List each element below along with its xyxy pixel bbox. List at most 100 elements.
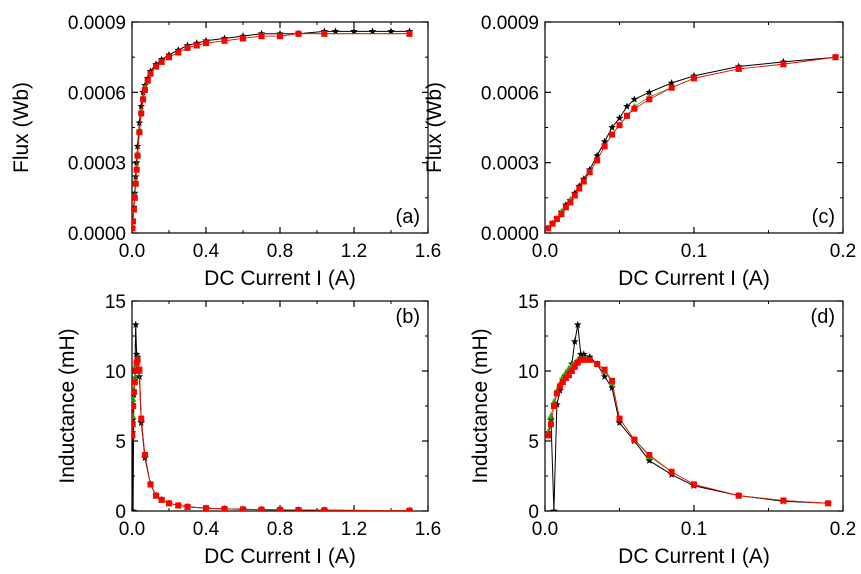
data-point-star [579, 350, 588, 358]
data-point-square [594, 361, 601, 367]
data-point-square [141, 452, 148, 458]
data-point-square [550, 403, 557, 409]
y-axis-title: Inductance (mH) [469, 328, 492, 483]
data-point-square [138, 110, 145, 117]
y-tick-label: 15 [105, 292, 126, 313]
x-tick-label: 0.1 [681, 519, 707, 540]
data-point-square [631, 436, 638, 443]
data-point-square [153, 492, 160, 499]
x-axis-title: DC Current I (A) [618, 267, 770, 290]
data-point-square [184, 503, 191, 510]
series-line [547, 56, 836, 229]
panel-label: (a) [396, 206, 420, 228]
data-point-square [549, 220, 556, 227]
data-point-square [780, 497, 787, 504]
data-point-star [608, 383, 616, 392]
data-point-square [295, 507, 302, 511]
data-point-square [153, 63, 160, 70]
data-point-square [140, 96, 147, 103]
data-point-star [368, 27, 377, 35]
data-point-square [580, 178, 587, 185]
data-point-square [406, 507, 413, 511]
data-point-square [240, 35, 246, 42]
data-point-triangle [547, 412, 555, 419]
data-point-square [132, 194, 138, 201]
data-point-square [556, 383, 563, 390]
data-point-square [277, 33, 283, 40]
series-line [132, 357, 410, 511]
series-line [132, 358, 410, 511]
data-point-square [691, 75, 697, 82]
data-point-square [203, 505, 209, 511]
y-tick-label: 0.0003 [481, 154, 539, 175]
plot-frame [131, 300, 429, 512]
y-tick-label: 5 [528, 432, 539, 453]
series-triangle [545, 354, 832, 507]
y-tick-label: 10 [518, 362, 539, 383]
data-point-square [138, 415, 145, 422]
y-tick-label: 0.0009 [481, 13, 539, 34]
data-point-square [780, 61, 787, 68]
panel-d-inductance-chart: 0.0 0.1 0.2 0 5 10 15 DC Current I (A) Inductanc… [469, 292, 856, 568]
y-tick-label: 0.0006 [481, 83, 539, 104]
data-point-square [132, 218, 136, 225]
data-point-star [556, 386, 564, 394]
data-point-square [132, 206, 137, 213]
x-tick-label: 1.2 [341, 519, 367, 540]
data-point-star [132, 507, 137, 511]
data-point-square [547, 421, 554, 428]
data-point-square [576, 185, 583, 192]
data-point-square [580, 356, 587, 363]
y-tick-label: 5 [115, 432, 126, 453]
data-point-square [545, 225, 551, 232]
panel-a-flux-chart: 0.0 0.4 0.8 1.2 1.6 0.0000 0.0003 0.0006 0.0009 D… [10, 13, 441, 290]
x-axis-title: DC Current I (A) [204, 545, 356, 568]
x-tick-label: 0.0 [532, 241, 558, 262]
data-point-star [133, 142, 142, 150]
data-point-star [547, 416, 555, 424]
data-point-square [668, 468, 675, 475]
data-point-square [691, 481, 697, 488]
data-point-star [350, 27, 358, 35]
data-point-square [623, 112, 630, 119]
data-point-square [132, 180, 139, 187]
data-point-square [134, 356, 141, 363]
y-axis-title: Flux (Wb) [10, 82, 33, 173]
x-tick-label: 0.0 [119, 241, 145, 262]
data-point-star [331, 27, 340, 35]
y-tick-label: 0 [115, 502, 126, 523]
data-point-star [132, 350, 141, 358]
y-axis-title: Inductance (mH) [56, 328, 79, 483]
data-point-square [406, 30, 413, 37]
data-point-square [132, 379, 138, 386]
data-point-star [137, 418, 146, 427]
data-point-square [147, 481, 154, 488]
data-point-star [132, 320, 140, 329]
x-tick-label: 0.2 [830, 241, 856, 262]
data-point-square [166, 500, 172, 507]
data-point-square [609, 377, 616, 384]
data-point-square [601, 143, 608, 150]
series-line [547, 357, 829, 504]
data-point-square [567, 199, 574, 206]
data-point-star [608, 123, 616, 131]
data-point-star [615, 114, 624, 122]
data-point-square [240, 506, 246, 511]
x-tick-label: 1.6 [415, 241, 441, 262]
data-point-square [166, 54, 172, 61]
data-point-star [623, 102, 631, 110]
data-point-square [136, 129, 143, 136]
data-point-square [184, 44, 191, 51]
data-point-square [321, 30, 328, 37]
data-point-square [568, 368, 575, 374]
data-point-square [594, 157, 601, 164]
data-point-square [147, 70, 154, 77]
x-tick-label: 0.2 [830, 519, 856, 540]
data-point-square [586, 169, 593, 176]
data-point-star [550, 507, 558, 511]
data-point-square [565, 372, 572, 379]
data-point-square [141, 86, 148, 93]
data-point-star [137, 102, 146, 110]
series-square [132, 356, 413, 511]
data-point-star [645, 88, 654, 96]
